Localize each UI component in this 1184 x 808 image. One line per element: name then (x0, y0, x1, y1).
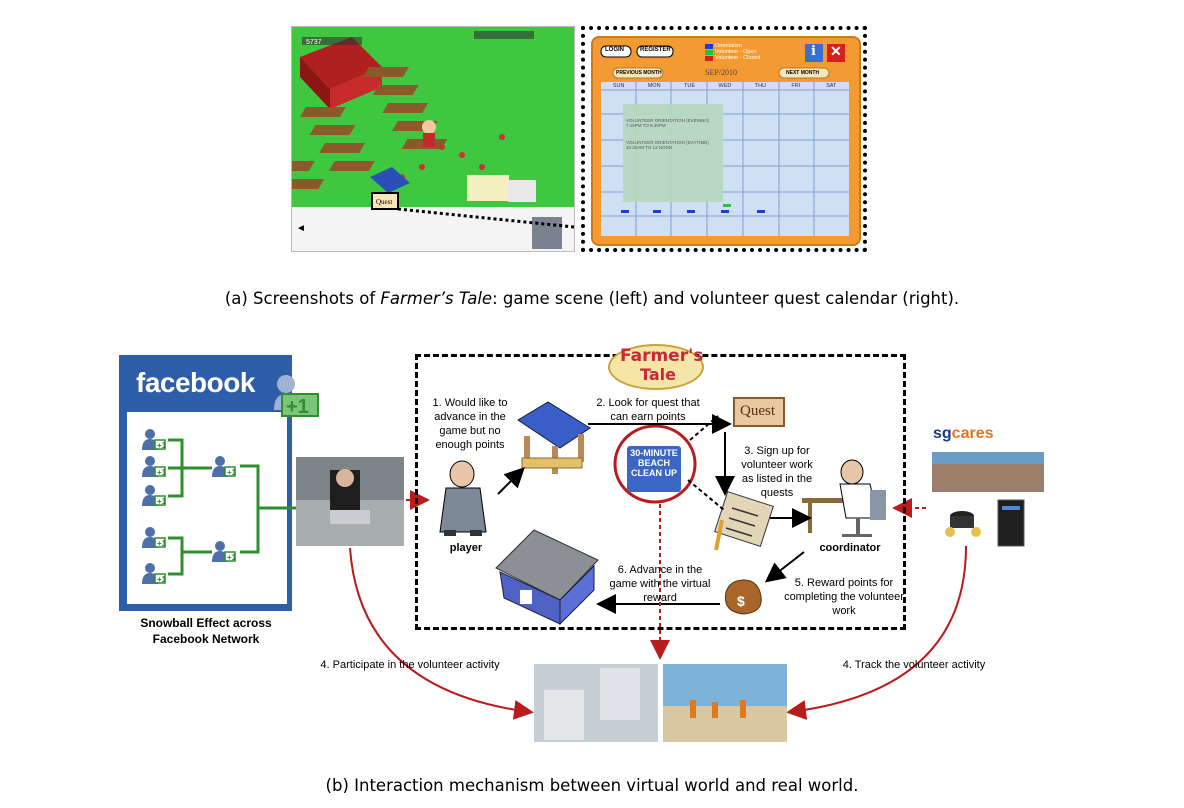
day-header: SAT (826, 83, 837, 89)
blue-house-icon (495, 529, 599, 626)
caption-a-title: Farmer’s Tale (380, 289, 493, 308)
calendar-grid (600, 44, 849, 236)
beach-cleanup-text: 30-MINUTE BEACH CLEAN UP (630, 448, 678, 478)
server-icon (945, 499, 1025, 547)
coordinator-label: coordinator (819, 542, 881, 554)
next-month-button[interactable]: NEXT MONTH (786, 70, 820, 76)
caption-a: (a) Screenshots of Farmer’s Tale: game s… (0, 289, 1184, 308)
sgcares-logo: sgcares (933, 425, 994, 443)
day-header: SUN (612, 83, 625, 89)
caption-a-pre: (a) Screenshots of (224, 289, 381, 308)
facebook-friend-tree (141, 428, 296, 585)
calendar-event[interactable]: VOLUNTEER ORIENTATION (EVENING) 7.15PM T… (626, 118, 710, 128)
svg-text:$: $ (737, 593, 745, 609)
legend-volunteer-closed: Volunteer - Closed (715, 55, 761, 61)
calendar-day-headers: SUN MON TUE WED THU FRI SAT (601, 83, 849, 89)
info-icon[interactable]: i (811, 44, 816, 59)
game-scene-illustration: 5737 ◄ Quest (292, 27, 574, 251)
login-button[interactable]: LOGIN (605, 47, 624, 53)
svg-text:+1: +1 (286, 396, 309, 418)
step-1-label: 1. Would like to advance in the game but… (432, 397, 508, 451)
farm-hut-icon (517, 401, 591, 474)
day-header: TUE (684, 83, 696, 89)
step-4-right-label: 4. Track the volunteer activity (842, 659, 986, 671)
step-4-left-label: 4. Participate in the volunteer activity (320, 659, 500, 671)
quest-calendar-screenshot: LOGIN REGISTER Orientation Volunteer - O… (581, 26, 867, 252)
step-5-label: 5. Reward points for completing the volu… (784, 577, 904, 617)
step-6-label: 6. Advance in the game with the virtual … (609, 564, 711, 604)
player-figure (439, 460, 487, 536)
caption-b: (b) Interaction mechanism between virtua… (325, 776, 859, 795)
quest-button-label: Quest (376, 198, 392, 206)
day-header: MON (647, 83, 661, 89)
score-text: 5737 (306, 39, 322, 46)
sgcares-sg: sg (933, 425, 952, 442)
money-bag-icon: $ (724, 579, 762, 615)
previous-month-button[interactable]: PREVIOUS MONTH (616, 70, 662, 76)
farmers-tale-logo (608, 344, 704, 390)
sgcares-cares: cares (951, 425, 994, 442)
quest-scroll-label: Quest (740, 403, 775, 419)
calendar-event[interactable]: VOLUNTEER ORIENTATION (DAYTIME) 10.30AM … (626, 140, 709, 150)
day-header: THU (754, 83, 767, 89)
logo-line-2: Tale (640, 365, 676, 384)
game-scene-screenshot: 5737 ◄ Quest (291, 26, 575, 252)
step-3-label: 3. Sign up for volunteer work as listed … (741, 445, 813, 499)
quest-scroll-icon (733, 397, 785, 427)
logo-line-1: Farmer's (620, 346, 704, 366)
day-header: FRI (791, 83, 801, 89)
beach-cleanup-highlight (613, 424, 697, 504)
beach-cleanup-badge (627, 446, 681, 492)
calendar-panel: LOGIN REGISTER Orientation Volunteer - O… (591, 36, 861, 246)
svg-text:◄: ◄ (296, 223, 306, 234)
legend-volunteer-open: Volunteer - Open (715, 49, 757, 55)
facebook-logo-text: facebook (136, 367, 255, 398)
day-header: WED (718, 83, 732, 89)
snowball-effect-label: Snowball Effect across Facebook Network (140, 616, 272, 646)
close-icon[interactable]: ✕ (830, 43, 842, 59)
plus-one-icon: +1 (274, 375, 319, 418)
calendar-month: SEP/2010 (705, 68, 738, 77)
signup-clipboard-icon (714, 490, 774, 551)
caption-a-post: : game scene (left) and volunteer quest … (492, 289, 960, 308)
register-button[interactable]: REGISTER (640, 47, 671, 53)
step-2-label: 2. Look for quest that can earn points (596, 397, 700, 423)
player-label: player (449, 542, 483, 554)
legend-orientation: Orientation (715, 43, 742, 49)
